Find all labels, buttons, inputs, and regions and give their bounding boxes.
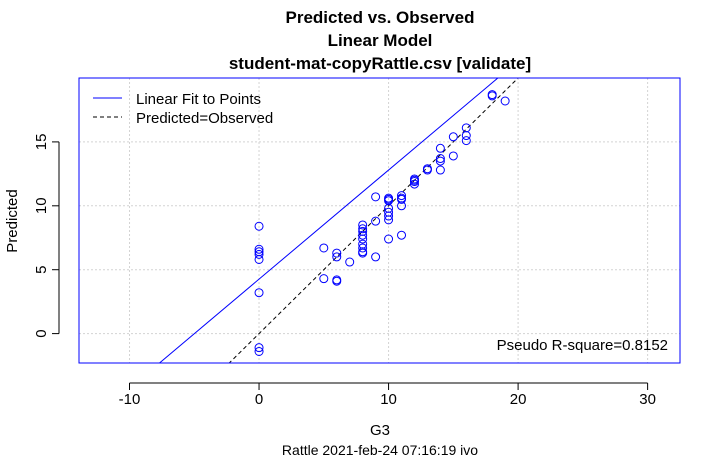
data-point-27	[384, 234, 394, 244]
legend-fit-label: Linear Fit to Points	[136, 91, 261, 108]
data-point-21	[358, 224, 368, 234]
data-point-1	[254, 343, 264, 353]
data-point-43	[409, 174, 419, 184]
data-point-54	[461, 123, 471, 133]
data-point-48	[435, 154, 445, 164]
data-point-51	[448, 132, 458, 142]
data-point-2	[254, 288, 264, 298]
data-point-53	[461, 131, 471, 141]
data-point-0	[254, 346, 264, 356]
pseudo-r-square-annotation: Pseudo R-square=0.8152	[497, 337, 668, 354]
data-point-11	[332, 275, 342, 285]
x-tick-label-4: 30	[639, 391, 656, 408]
data-point-26	[371, 192, 381, 202]
data-point-19	[358, 230, 368, 240]
x-axis-label: G3	[370, 422, 390, 439]
data-point-23	[358, 248, 368, 258]
legend-identity-label: Predicted=Observed	[136, 110, 273, 127]
data-point-8	[319, 274, 329, 284]
axes: -10 0 10 20 30 0 5 10 15	[33, 134, 656, 408]
data-point-39	[397, 191, 407, 201]
data-point-50	[448, 151, 458, 161]
x-tick-label-2: 10	[380, 391, 397, 408]
data-point-56	[487, 90, 497, 100]
y-tick-label-0: 0	[33, 329, 50, 337]
grid-lines	[79, 78, 680, 363]
data-point-52	[461, 136, 471, 146]
y-axis-label: Predicted	[4, 189, 21, 252]
data-point-9	[319, 243, 329, 253]
data-point-45	[422, 164, 432, 174]
data-point-6	[254, 221, 264, 231]
y-tick-label-2: 10	[33, 197, 50, 214]
plot-frame	[78, 77, 681, 364]
data-point-12	[332, 252, 342, 262]
data-point-46	[435, 165, 445, 175]
chart-title-line-2: Linear Model	[328, 31, 433, 50]
linear-fit-line	[158, 78, 499, 363]
x-tick-label-3: 20	[510, 391, 527, 408]
data-point-40	[409, 179, 419, 189]
data-point-14	[345, 257, 355, 267]
chart-title-line-1: Predicted vs. Observed	[286, 8, 475, 27]
data-point-30	[384, 207, 394, 217]
data-point-22	[358, 220, 368, 230]
y-tick-label-3: 15	[33, 134, 50, 151]
predicted-equals-observed-line	[228, 78, 519, 363]
data-point-20	[358, 226, 368, 236]
data-point-16	[358, 243, 368, 253]
y-tick-label-1: 5	[33, 266, 50, 274]
data-point-17	[358, 239, 368, 249]
x-tick-label-0: -10	[119, 391, 141, 408]
data-point-38	[397, 193, 407, 203]
data-point-24	[371, 252, 381, 262]
data-points	[254, 90, 510, 356]
legend: Linear Fit to Points Predicted=Observed	[93, 91, 273, 127]
data-point-49	[435, 143, 445, 153]
chart-title-line-3: student-mat-copyRattle.csv [validate]	[229, 54, 531, 73]
data-point-5	[254, 244, 264, 254]
data-point-7	[254, 247, 264, 257]
x-tick-label-1: 0	[255, 391, 263, 408]
data-point-4	[254, 249, 264, 259]
line-layer	[158, 78, 519, 363]
data-point-34	[384, 194, 394, 204]
data-point-57	[500, 96, 510, 106]
data-point-35	[397, 230, 407, 240]
chart-subtitle: Rattle 2021-feb-24 07:16:19 ivo	[282, 442, 478, 458]
data-point-25	[371, 216, 381, 226]
data-point-13	[332, 248, 342, 258]
data-point-47	[435, 156, 445, 166]
